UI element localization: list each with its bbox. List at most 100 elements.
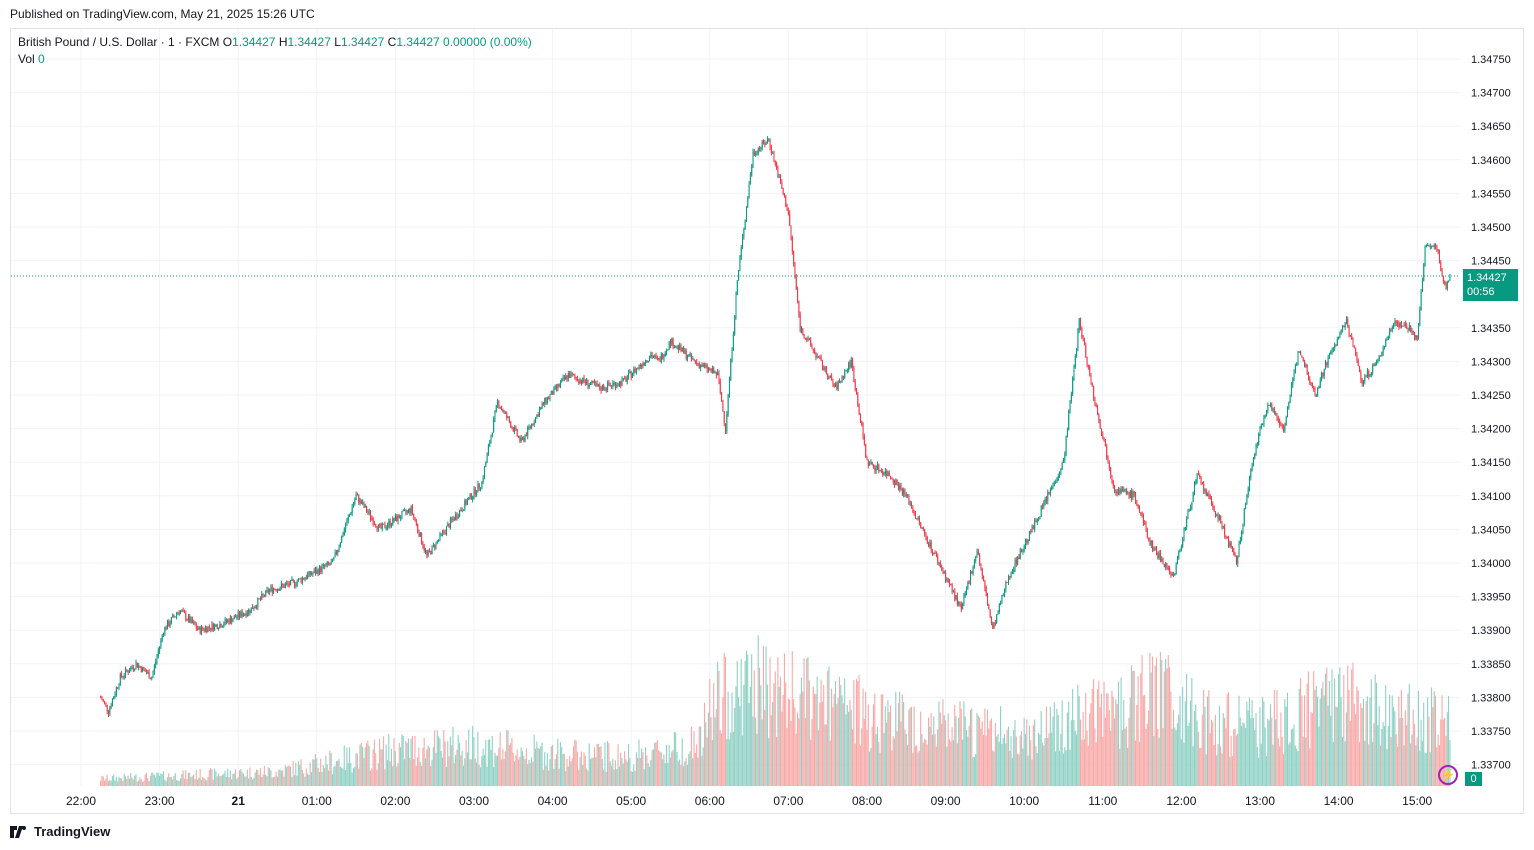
y-tick-label: 1.33800	[1471, 692, 1511, 704]
volume-bar	[396, 766, 398, 786]
candle-body	[1429, 246, 1431, 248]
candle-body	[363, 502, 365, 508]
volume-bar	[253, 777, 255, 786]
candle-body	[456, 514, 458, 518]
candle-body	[1370, 372, 1372, 375]
candle-body	[912, 507, 914, 513]
candle-body	[121, 673, 123, 677]
volume-bar	[110, 780, 112, 786]
candle-body	[873, 465, 875, 467]
candle-body	[1364, 376, 1366, 382]
volume-bar	[713, 683, 715, 786]
volume-bar	[773, 683, 775, 786]
volume-bar	[342, 768, 344, 786]
candle-body	[132, 667, 134, 670]
candle-body	[405, 510, 407, 513]
candle-body	[916, 518, 918, 520]
volume-bar	[1383, 725, 1385, 786]
tradingview-logo[interactable]: TradingView	[10, 824, 110, 839]
volume-bar	[1341, 736, 1344, 786]
symbol-title[interactable]: British Pound / U.S. Dollar · 1 · FXCM	[18, 35, 220, 49]
volume-bar	[481, 756, 483, 786]
candle-body	[422, 543, 424, 548]
candle-body	[244, 613, 246, 615]
volume-bar	[563, 753, 565, 786]
volume-bar	[626, 761, 628, 786]
volume-bar	[229, 770, 231, 786]
candle-body	[763, 141, 765, 144]
volume-bar	[1151, 656, 1154, 786]
volume-bar	[359, 744, 361, 786]
volume-bar	[1035, 746, 1037, 786]
candle-body	[583, 377, 585, 382]
volume-bar	[790, 721, 792, 786]
y-tick-label: 1.34500	[1471, 222, 1511, 234]
volume-bar	[692, 758, 694, 786]
volume-bar	[662, 759, 664, 786]
candle-body	[1145, 524, 1147, 531]
volume-bar	[233, 773, 235, 786]
volume-bar	[1099, 707, 1101, 786]
candle-body	[232, 619, 234, 623]
candle-body	[314, 570, 316, 574]
candle-body	[714, 371, 716, 374]
candle-body	[753, 151, 755, 155]
candle-body	[617, 385, 619, 387]
y-tick-label: 1.34600	[1471, 155, 1511, 167]
candle-body	[215, 624, 217, 626]
volume-bar	[462, 765, 465, 786]
candle-body	[728, 379, 730, 395]
candle-body	[874, 466, 876, 471]
volume-bar	[1155, 657, 1158, 786]
candle-body	[1214, 511, 1216, 516]
candle-body	[578, 380, 580, 384]
candle-body	[846, 370, 848, 372]
candle-body	[1420, 291, 1422, 310]
candle-body	[971, 571, 973, 574]
volume-bar	[220, 776, 222, 786]
lightning-icon[interactable]: ⚡	[1438, 765, 1458, 785]
candle-body	[1063, 460, 1064, 463]
candle-body	[432, 544, 434, 546]
volume-bar	[680, 764, 682, 786]
volume-bar	[1234, 728, 1236, 786]
candle-body	[1149, 539, 1151, 546]
chart-frame[interactable]	[10, 28, 1524, 814]
volume-bar	[373, 739, 375, 786]
volume-bar	[1259, 707, 1261, 786]
volume-bar	[292, 760, 294, 786]
candle-body	[1263, 416, 1265, 424]
candle-body	[828, 376, 830, 379]
candle-body	[1007, 576, 1009, 583]
candle-body	[939, 562, 941, 568]
low-label: L	[334, 35, 341, 49]
volume-bar	[111, 776, 113, 786]
volume-bar	[244, 776, 246, 786]
candle-body	[190, 618, 192, 623]
candle-body	[1099, 421, 1101, 429]
volume-bar	[1013, 730, 1015, 786]
candle-body	[372, 518, 374, 525]
volume-bar	[720, 733, 723, 786]
candle-body	[1398, 323, 1400, 328]
volume-label[interactable]: Vol	[18, 52, 35, 66]
volume-bar	[1072, 689, 1074, 786]
candle-body	[896, 480, 898, 484]
volume-bar	[1028, 725, 1030, 786]
candle-body	[929, 542, 931, 547]
volume-bar	[1255, 712, 1257, 786]
candle-body	[926, 537, 928, 544]
volume-bar	[1230, 735, 1232, 786]
candle-body	[511, 427, 513, 429]
volume-bar	[164, 779, 166, 786]
candle-body	[1209, 496, 1211, 500]
volume-bar	[1100, 693, 1102, 786]
volume-bar	[214, 768, 216, 786]
candle-body	[1142, 516, 1144, 524]
volume-bar	[1407, 693, 1409, 786]
candle-body	[1111, 475, 1113, 481]
volume-bar	[321, 772, 323, 786]
volume-bar	[384, 769, 386, 786]
candle-body	[523, 437, 525, 441]
